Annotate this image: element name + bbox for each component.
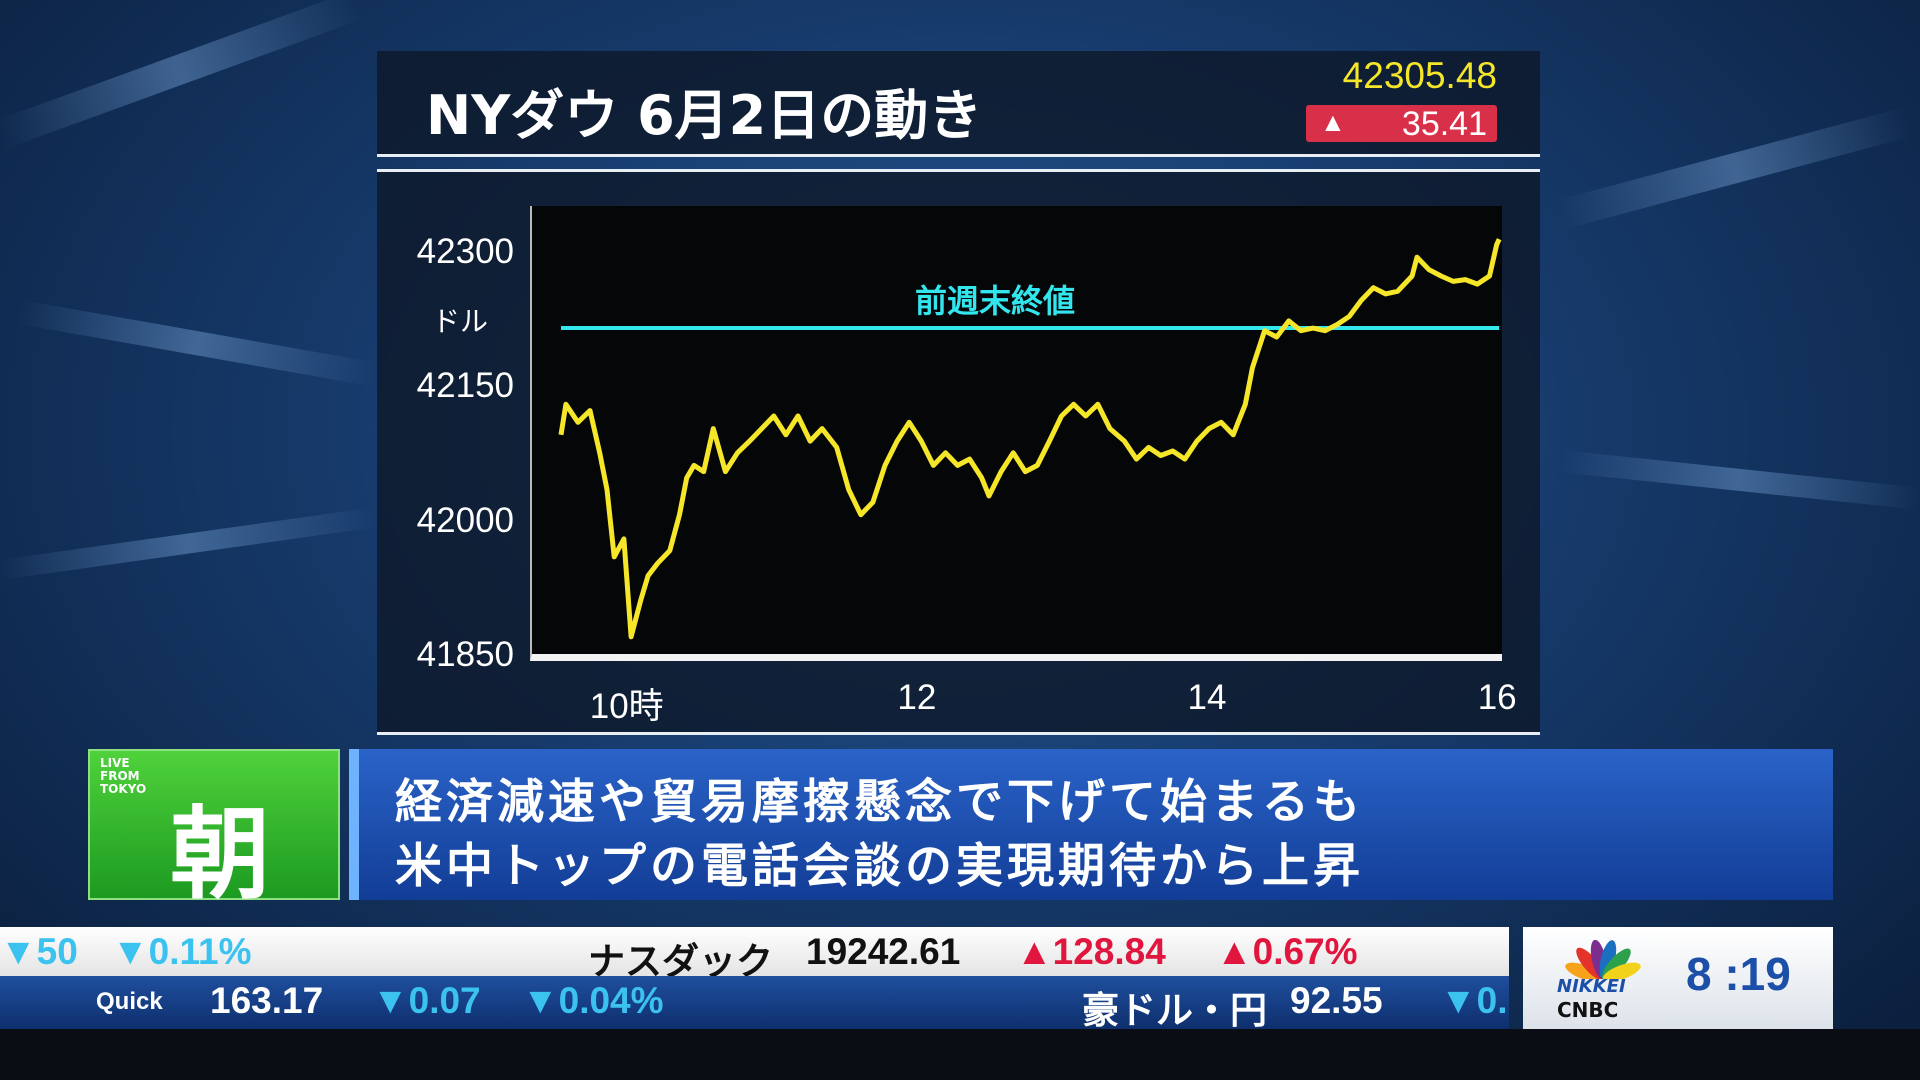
ticker-item: 163.17 — [210, 980, 324, 1021]
ticker-item: ▼0.07 — [372, 980, 481, 1021]
x-tick-label: 10時 — [589, 687, 664, 726]
ticker-top: ▼50 ▼0.11% ナスダック 19242.61 ▲128.84 ▲0.67% — [0, 927, 1509, 982]
background-streak — [0, 507, 378, 580]
y-tick-label: 41850 — [416, 635, 514, 675]
chart-title: NYダウ 6月2日の動き — [426, 84, 983, 147]
chart-header: NYダウ 6月2日の動き 42305.48 ▲ 35.41 — [377, 51, 1540, 157]
logo-nikkei: NIKKEI — [1557, 976, 1626, 997]
x-tick-label: 12 — [897, 678, 937, 717]
y-tick-label: 42300 — [416, 231, 514, 271]
program-badge: LIVE FROM TOKYO 朝 — [88, 749, 340, 913]
current-price: 42305.48 — [1342, 55, 1497, 96]
reference-line-label: 前週末終値 — [915, 282, 1076, 320]
ticker-item: 豪ドル・円 — [1082, 990, 1267, 1029]
ticker-item: Quick — [96, 988, 163, 1015]
headline-banner: 経済減速や貿易摩擦懸念で下げて始まるも 米中トップの電話会談の実現期待から上昇 — [349, 749, 1833, 900]
ticker-item: ▼0.11% — [112, 931, 252, 972]
ticker-item: ▼0. — [1440, 980, 1508, 1021]
program-kanji: 朝 — [170, 796, 270, 913]
y-tick-label: 42150 — [416, 366, 514, 406]
line-chart — [558, 238, 1502, 640]
y-tick-label: 42000 — [416, 500, 514, 540]
background-streak — [0, 0, 363, 150]
peacock-icon — [1565, 939, 1641, 979]
change-value: 35.41 — [1401, 105, 1487, 143]
ticker-item: ナスダック — [588, 941, 773, 982]
headline-line-1: 経済減速や貿易摩擦懸念で下げて始まるも — [395, 775, 1364, 830]
ticker-item: 92.55 — [1290, 980, 1383, 1021]
ticker-item: 19242.61 — [806, 931, 961, 972]
price-line — [558, 238, 1502, 640]
background-streak — [1558, 450, 1920, 510]
ticker-item: ▼0.04% — [522, 980, 664, 1021]
channel-logo-box: NIKKEI CNBC 8 :19 — [1523, 927, 1833, 1029]
ticker-item: ▲0.67% — [1216, 931, 1358, 972]
change-badge: ▲ 35.41 — [1306, 105, 1497, 143]
background-streak — [17, 300, 377, 387]
live-from-tokyo-label: LIVE FROM TOKYO — [100, 756, 147, 796]
background-streak — [1556, 107, 1912, 230]
triangle-up-icon: ▲ — [1320, 107, 1346, 137]
y-unit-label: ドル — [432, 305, 489, 338]
bottom-bar — [0, 1029, 1920, 1080]
logo-cnbc: CNBC — [1557, 998, 1619, 1022]
clock: 8 :19 — [1686, 948, 1791, 1000]
x-tick-label: 16 — [1477, 678, 1517, 717]
ticker-item: ▲128.84 — [1016, 931, 1166, 972]
headline-line-2: 米中トップの電話会談の実現期待から上昇 — [395, 839, 1364, 894]
ticker-item: ▼50 — [0, 931, 78, 972]
plot-area — [530, 206, 1502, 661]
ticker-bottom: Quick 163.17 ▼0.07 ▼0.04% 豪ドル・円 92.55 ▼0. — [0, 976, 1509, 1029]
x-tick-label: 14 — [1187, 678, 1227, 717]
